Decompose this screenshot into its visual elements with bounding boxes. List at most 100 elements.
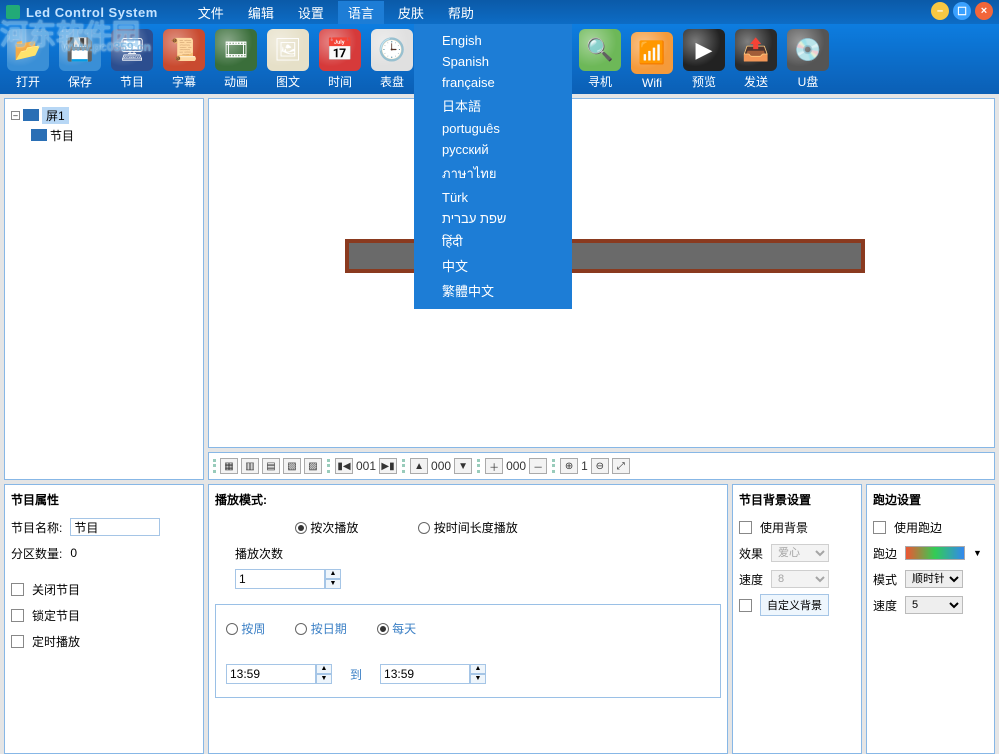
tool-图文[interactable]: 🖼图文 <box>262 28 314 92</box>
daily-radio[interactable] <box>377 623 389 635</box>
edge-sample[interactable] <box>905 546 965 560</box>
daily-label: 每天 <box>392 622 416 636</box>
tool-U盘[interactable]: 💿U盘 <box>782 28 834 92</box>
count-label: 播放次数 <box>235 545 283 562</box>
tool-label: 图文 <box>276 73 300 90</box>
lang-option[interactable]: 中文 <box>414 253 572 278</box>
plus-button[interactable]: ＋ <box>485 458 503 474</box>
lang-option[interactable]: português <box>414 118 572 139</box>
use-border-checkbox[interactable] <box>873 521 886 534</box>
tool-保存[interactable]: 💾保存 <box>54 28 106 92</box>
close-checkbox[interactable] <box>11 583 24 596</box>
lang-option[interactable]: हिंदी <box>414 229 572 253</box>
grid-btn-3[interactable]: ▤ <box>262 458 280 474</box>
name-label: 节目名称: <box>11 519 62 536</box>
fit-button[interactable]: ⤢ <box>612 458 630 474</box>
custom-bg-button[interactable]: 自定义背景 <box>760 594 829 616</box>
minus-button[interactable]: － <box>529 458 547 474</box>
menu-皮肤[interactable]: 皮肤 <box>388 1 434 24</box>
border-panel: 跑边设置 使用跑边 跑边▼ 模式顺时针 速度5 <box>866 484 995 754</box>
first-button[interactable]: ▮◀ <box>335 458 353 474</box>
by-count-radio[interactable] <box>295 522 307 534</box>
name-input[interactable] <box>70 518 160 536</box>
menu-设置[interactable]: 设置 <box>288 1 334 24</box>
lock-checkbox[interactable] <box>11 609 24 622</box>
grid-btn-4[interactable]: ▧ <box>283 458 301 474</box>
menu-帮助[interactable]: 帮助 <box>438 1 484 24</box>
count-input[interactable] <box>235 569 325 589</box>
grid-btn-2[interactable]: ▥ <box>241 458 259 474</box>
bydate-label: 按日期 <box>311 622 347 636</box>
down-button[interactable]: ▼ <box>454 458 472 474</box>
lang-option[interactable]: Engish <box>414 30 572 51</box>
mode-select[interactable]: 顺时针 <box>905 570 963 588</box>
spin-up[interactable]: ▲ <box>325 569 341 579</box>
tool-label: Wifi <box>642 76 662 90</box>
tool-发送[interactable]: 📤 发送 <box>730 28 782 92</box>
grid-btn-1[interactable]: ▦ <box>220 458 238 474</box>
by-duration-radio[interactable] <box>418 522 430 534</box>
tool-label: 表盘 <box>380 73 404 90</box>
mode-label: 模式 <box>873 571 897 588</box>
count-spinner[interactable]: ▲▼ <box>235 569 341 589</box>
spin-down[interactable]: ▼ <box>325 579 341 589</box>
by-count-label: 按次播放 <box>310 521 358 535</box>
ctrl-val-c: 000 <box>506 459 526 473</box>
close-button[interactable]: × <box>975 2 993 20</box>
tree-collapse-icon[interactable]: – <box>11 111 20 120</box>
effect-select[interactable]: 爱心 <box>771 544 829 562</box>
tool-表盘[interactable]: 🕒表盘 <box>366 28 418 92</box>
maximize-button[interactable]: ☐ <box>953 2 971 20</box>
tool-icon-动画: 🎞 <box>215 29 257 71</box>
zones-label: 分区数量: <box>11 545 62 562</box>
tree-root-row[interactable]: – 屏1 <box>11 105 197 125</box>
bydate-radio[interactable] <box>295 623 307 635</box>
zoom-in-button[interactable]: ⊕ <box>560 458 578 474</box>
minimize-button[interactable]: – <box>931 2 949 20</box>
tool-寻机[interactable]: 🔍 寻机 <box>574 28 626 92</box>
tool-label: 发送 <box>744 73 768 90</box>
tool-节目[interactable]: 🖥节目 <box>106 28 158 92</box>
border-speed-select[interactable]: 5 <box>905 596 963 614</box>
tool-Wifi[interactable]: 📶 Wifi <box>626 28 678 92</box>
tool-label: 动画 <box>224 73 248 90</box>
canvas-area[interactable] <box>209 99 994 447</box>
tool-icon-U盘: 💿 <box>787 29 829 71</box>
time-to-input[interactable] <box>380 664 470 684</box>
lang-option[interactable]: 日本語 <box>414 93 572 118</box>
lang-option[interactable]: 繁體中文 <box>414 278 572 303</box>
menu-文件[interactable]: 文件 <box>188 1 234 24</box>
lang-option[interactable]: русский <box>414 139 572 160</box>
lang-option[interactable]: שפת עברית <box>414 208 572 229</box>
last-button[interactable]: ▶▮ <box>379 458 397 474</box>
use-bg-checkbox[interactable] <box>739 521 752 534</box>
lang-option[interactable]: française <box>414 72 572 93</box>
tool-字幕[interactable]: 📜字幕 <box>158 28 210 92</box>
tree-child-row[interactable]: 节目 <box>31 125 197 145</box>
lang-option[interactable]: ภาษาไทย <box>414 160 572 187</box>
tree-root-label: 屏1 <box>42 107 69 124</box>
border-speed-label: 速度 <box>873 597 897 614</box>
zoom-out-button[interactable]: ⊖ <box>591 458 609 474</box>
tool-时间[interactable]: 📅时间 <box>314 28 366 92</box>
bg-speed-select[interactable]: 8 <box>771 570 829 588</box>
tool-label: 寻机 <box>588 73 612 90</box>
tool-icon-发送: 📤 <box>735 29 777 71</box>
lang-option[interactable]: Spanish <box>414 51 572 72</box>
tool-icon-Wifi: 📶 <box>631 32 673 74</box>
time-from-input[interactable] <box>226 664 316 684</box>
by-duration-label: 按时间长度播放 <box>434 521 518 535</box>
up-button[interactable]: ▲ <box>410 458 428 474</box>
tool-动画[interactable]: 🎞 动画 <box>210 28 262 92</box>
tool-icon-寻机: 🔍 <box>579 29 621 71</box>
lang-option[interactable]: Türk <box>414 187 572 208</box>
grid-btn-5[interactable]: ▨ <box>304 458 322 474</box>
tool-预览[interactable]: ▶预览 <box>678 28 730 92</box>
tool-打开[interactable]: 📂打开 <box>2 28 54 92</box>
custom-bg-checkbox[interactable] <box>739 599 752 612</box>
menu-编辑[interactable]: 编辑 <box>238 1 284 24</box>
timed-checkbox[interactable] <box>11 635 24 648</box>
edge-label: 跑边 <box>873 545 897 562</box>
weekly-radio[interactable] <box>226 623 238 635</box>
menu-语言[interactable]: 语言 <box>338 1 384 24</box>
